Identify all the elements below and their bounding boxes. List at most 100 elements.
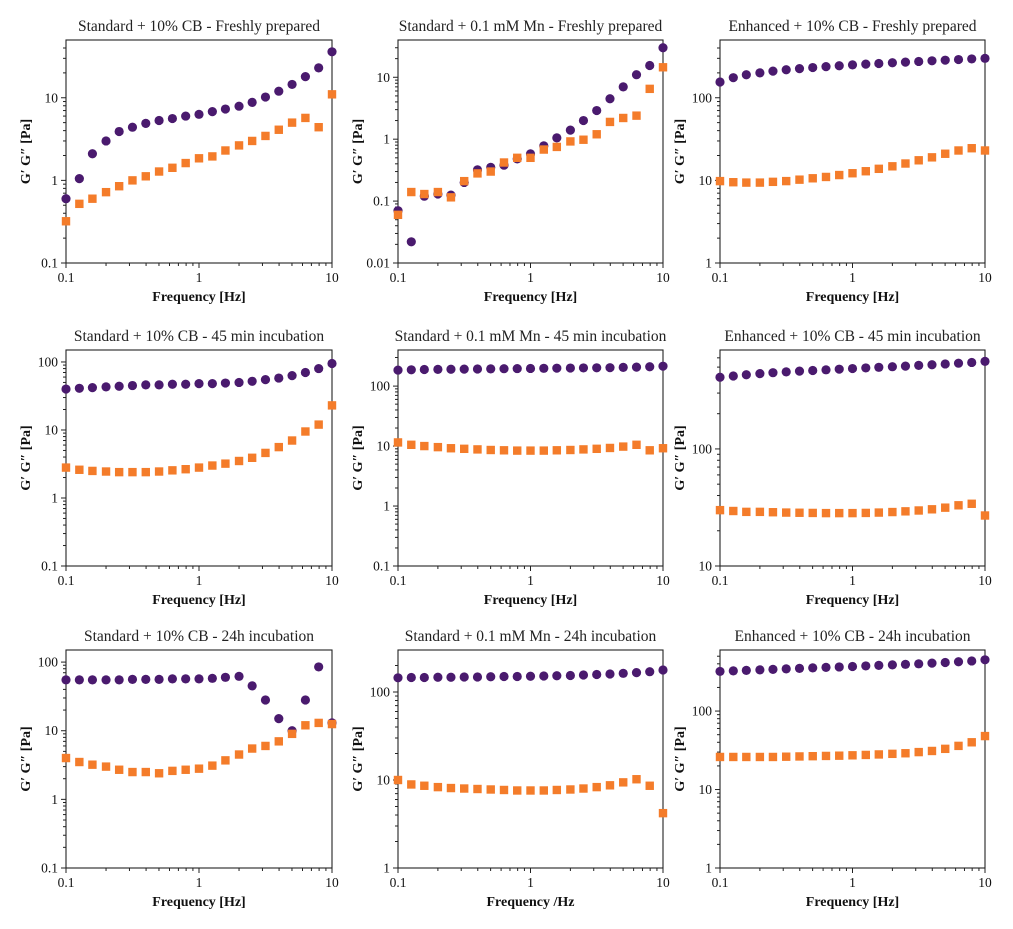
gdoubleprime-point — [526, 786, 535, 795]
gprime-point — [525, 363, 536, 374]
gdoubleprime-point — [247, 744, 257, 753]
gdoubleprime-point — [287, 118, 297, 127]
gdoubleprime-point — [114, 765, 124, 774]
gprime-point — [154, 380, 164, 390]
gprime-point — [578, 115, 589, 126]
x-axis-label: Frequency [Hz] — [152, 593, 245, 608]
x-axis-label: Frequency [Hz] — [484, 593, 577, 608]
gprime-point — [287, 371, 297, 381]
gprime-point — [781, 664, 791, 674]
gprime-point — [433, 672, 443, 682]
y-axis-label: G′ G″ [Pa] — [351, 726, 366, 791]
gprime-point — [618, 668, 628, 678]
y-tick-label: 1 — [51, 173, 58, 188]
gprime-point — [900, 659, 911, 669]
gdoubleprime-point — [888, 507, 897, 517]
panel-title: Standard + 10% CB - Freshly prepared — [78, 18, 320, 35]
gprime-point — [499, 671, 509, 682]
gprime-point — [887, 58, 897, 68]
gprime-point — [314, 363, 324, 374]
panel-1: Standard + 10% CB - Freshly prepared 0.1 1… — [19, 18, 339, 305]
gdoubleprime-point — [261, 741, 270, 751]
gprime-point — [781, 367, 791, 377]
gdoubleprime-point — [914, 506, 923, 515]
gprime-point — [631, 668, 642, 678]
gdoubleprime-point — [141, 767, 150, 777]
x-axis-label: Frequency [Hz] — [152, 290, 245, 305]
gprime-point — [274, 373, 284, 383]
gdoubleprime-point — [473, 445, 482, 454]
y-axis-label: G′ G″ [Pa] — [673, 425, 688, 490]
gdoubleprime-point — [526, 446, 535, 455]
x-axis-label: Frequency [Hz] — [152, 895, 245, 910]
plot-frame — [397, 349, 664, 567]
gprime-point — [419, 672, 429, 683]
gdoubleprime-point — [101, 467, 111, 476]
gdoubleprime-point — [539, 446, 548, 455]
panel-6: Enhanced + 10% CB - 45 min incubation 0.1… — [673, 328, 992, 608]
gprime-point — [645, 60, 655, 71]
gdoubleprime-point — [768, 508, 778, 517]
gprime-point — [821, 62, 831, 72]
gdoubleprime-point — [433, 187, 443, 197]
x-tick-label: 0.1 — [712, 270, 729, 285]
gprime-point — [887, 660, 897, 670]
gprime-point — [834, 662, 844, 672]
gprime-point — [940, 55, 950, 65]
gprime-point — [768, 368, 778, 378]
gprime-point — [74, 383, 84, 393]
y-axis-label: G′ G″ [Pa] — [673, 119, 688, 184]
gprime-point — [512, 671, 522, 682]
gprime-point — [300, 367, 311, 378]
gdoubleprime-point — [221, 459, 230, 468]
gprime-point — [247, 97, 257, 107]
gdoubleprime-point — [552, 446, 562, 455]
gdoubleprime-point — [768, 177, 778, 187]
gdoubleprime-point — [513, 786, 522, 795]
gprime-point — [552, 363, 562, 373]
gprime-point — [181, 379, 191, 389]
y-tick-label: 1 — [383, 132, 390, 147]
x-tick-label: 10 — [325, 270, 339, 285]
gdoubleprime-point — [605, 117, 615, 127]
gdoubleprime-point — [446, 193, 456, 202]
gdoubleprime-point — [539, 145, 548, 154]
gprime-point — [127, 674, 138, 684]
gprime-point — [181, 111, 191, 121]
gdoubleprime-point — [221, 756, 230, 765]
gprime-point — [741, 665, 751, 675]
x-tick-label: 10 — [978, 573, 992, 588]
gdoubleprime-point — [460, 176, 469, 186]
y-tick-label: 1 — [383, 499, 390, 514]
gdoubleprime-point — [927, 153, 937, 162]
gprime-point — [274, 714, 284, 724]
gprime-point — [794, 64, 805, 74]
y-tick-label: 10 — [699, 173, 713, 188]
y-tick-label: 0.1 — [41, 559, 58, 574]
x-tick-label: 0.1 — [58, 270, 75, 285]
gdoubleprime-point — [552, 785, 562, 795]
y-tick-label: 10 — [377, 772, 391, 787]
gprime-point — [794, 663, 805, 673]
gprime-point — [658, 43, 668, 53]
x-axis-label: Frequency [Hz] — [484, 290, 577, 305]
x-tick-label: 1 — [849, 875, 856, 890]
gprime-point — [300, 695, 311, 705]
gprime-point — [631, 362, 642, 372]
gprime-point — [406, 672, 416, 683]
gprime-point — [194, 379, 204, 389]
gdoubleprime-point — [446, 444, 456, 453]
y-axis-label: G′ G″ [Pa] — [19, 119, 34, 184]
plot-frame — [397, 649, 664, 869]
gdoubleprime-point — [874, 750, 884, 759]
y-tick-label: 10 — [377, 70, 391, 85]
gdoubleprime-point — [861, 508, 870, 518]
gdoubleprime-point — [848, 169, 857, 178]
gdoubleprime-point — [141, 467, 150, 477]
gprime-point — [645, 667, 655, 677]
gprime-point — [861, 59, 871, 69]
gdoubleprime-point — [499, 785, 509, 795]
gdoubleprime-point — [808, 751, 817, 761]
